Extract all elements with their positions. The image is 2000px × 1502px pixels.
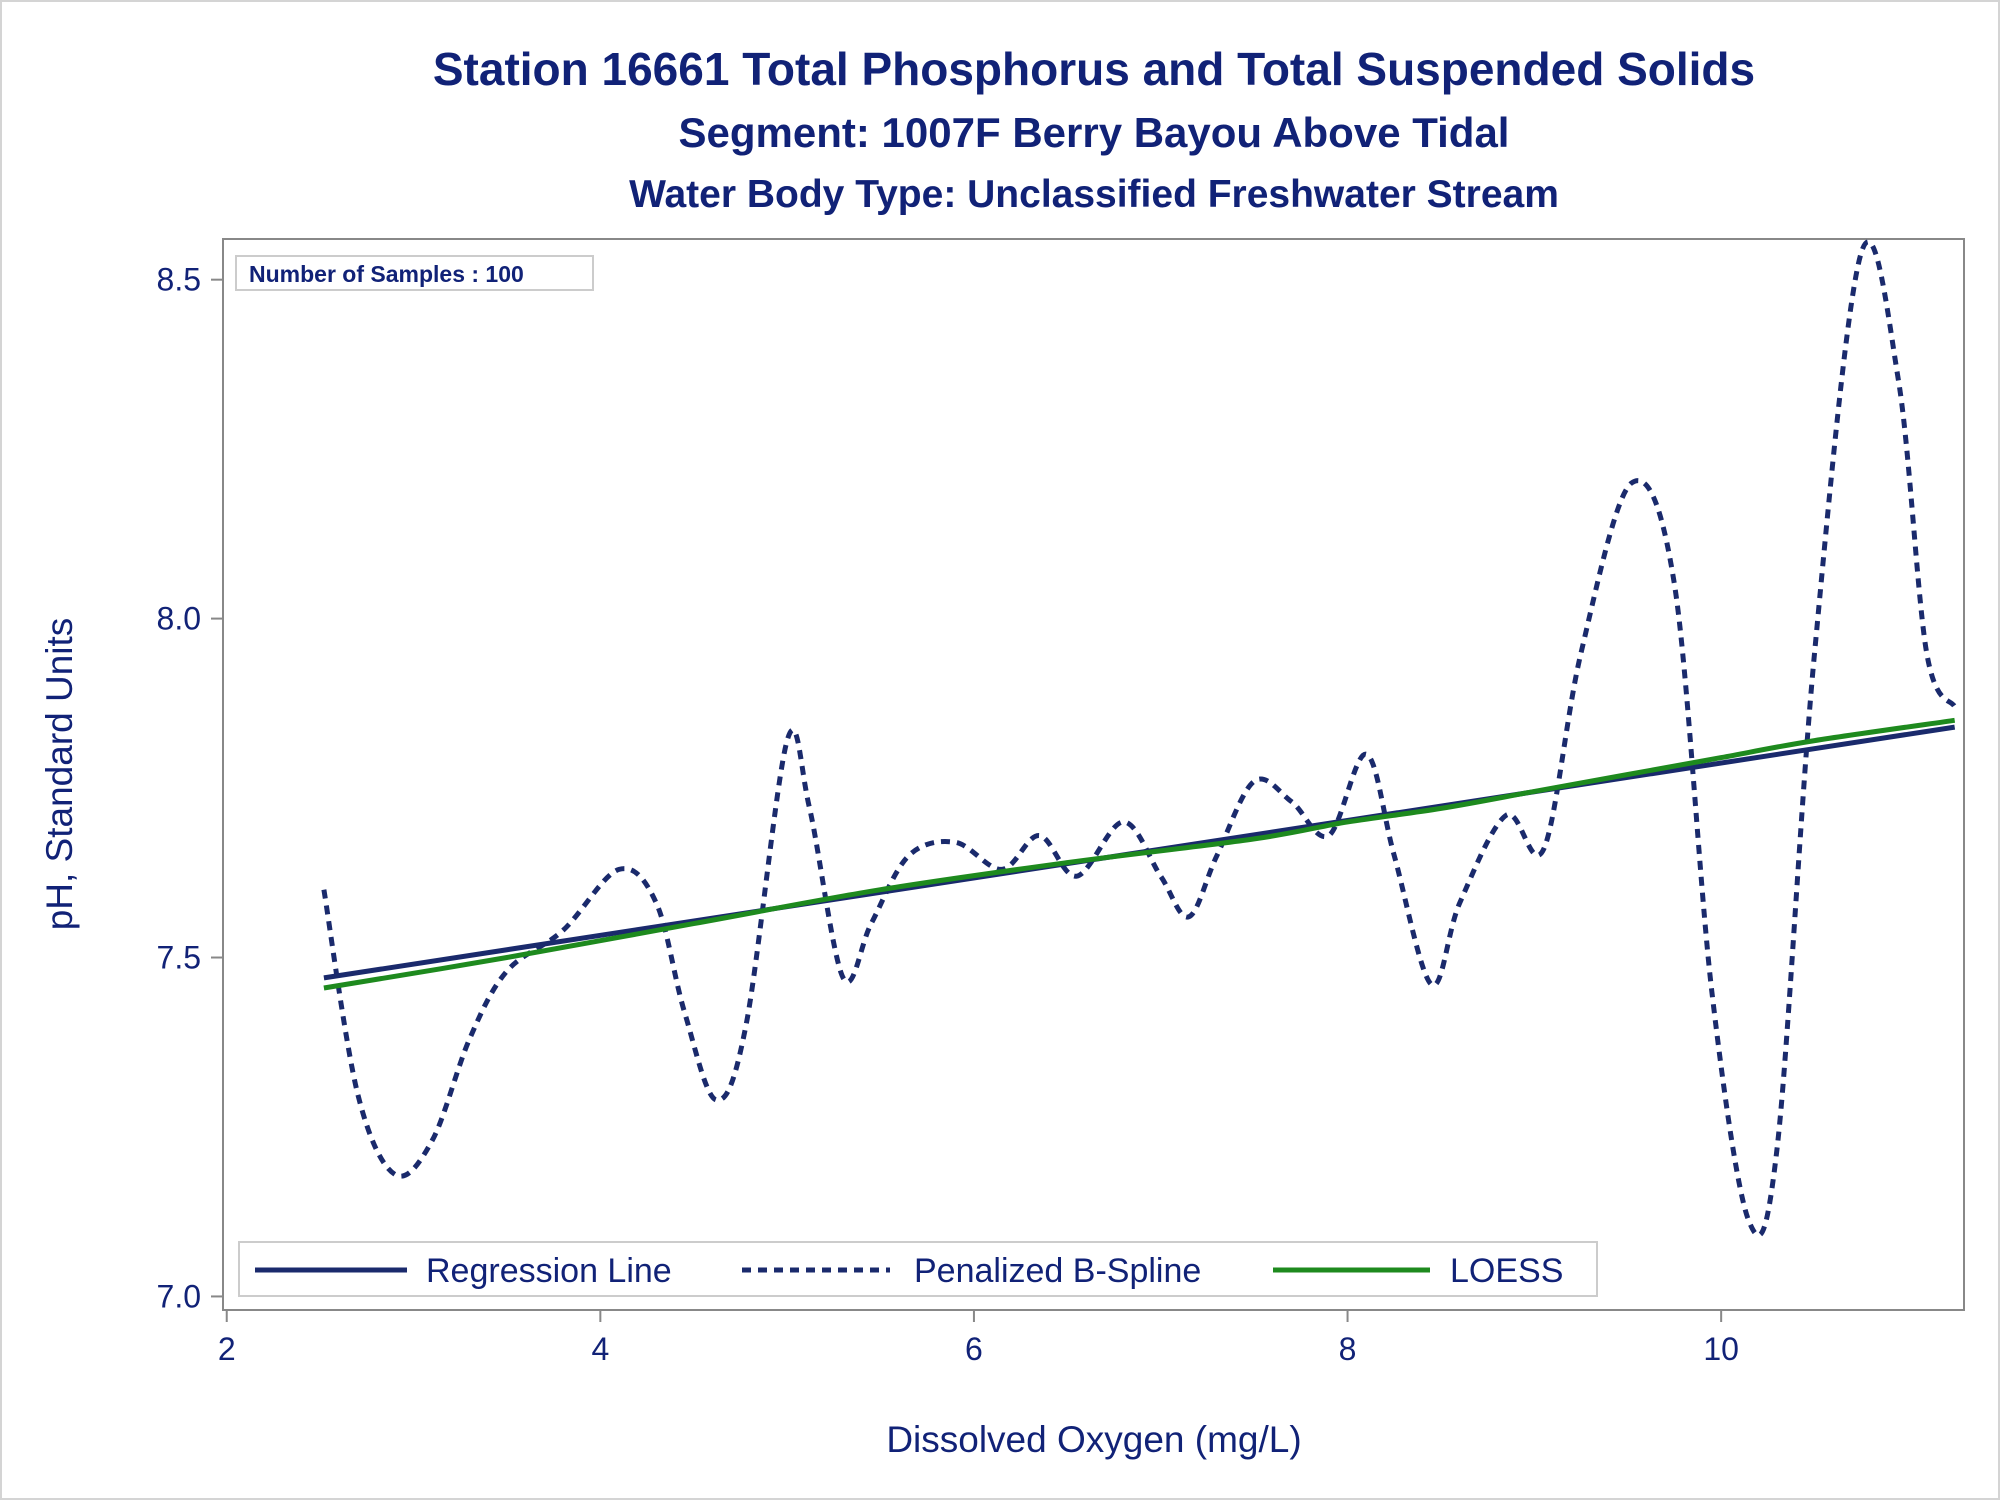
y-tick-label: 8.5 <box>157 262 201 298</box>
x-tick-label: 10 <box>1703 1331 1739 1367</box>
x-axis: 2 4 6 8 10 <box>218 1310 1739 1367</box>
chart-title: Station 16661 Total Phosphorus and Total… <box>433 43 1755 95</box>
loess-line <box>323 717 1956 991</box>
y-axis-label: pH, Standard Units <box>39 618 80 931</box>
y-tick-label: 8.0 <box>157 601 201 637</box>
legend-items: Regression Line Penalized B-Spline LOESS <box>255 1252 1563 1290</box>
sample-count-box <box>235 255 594 291</box>
legend-label: LOESS <box>1450 1252 1563 1290</box>
x-tick-label: 6 <box>965 1331 983 1367</box>
x-axis-label: Dissolved Oxygen (mg/L) <box>886 1419 1301 1460</box>
x-tick-label: 8 <box>1339 1331 1357 1367</box>
legend-label: Penalized B-Spline <box>914 1252 1201 1290</box>
chart-subtitle-waterbody: Water Body Type: Unclassified Freshwater… <box>629 173 1559 216</box>
x-tick-label: 4 <box>591 1331 609 1367</box>
sample-count-inset: Number of Samples : 100 <box>235 255 594 291</box>
plot-area <box>222 238 1965 1311</box>
legend: Regression Line Penalized B-Spline LOESS <box>238 1241 1598 1297</box>
sample-count-label: Number of Samples : 100 <box>249 261 524 287</box>
chart-subtitle-segment: Segment: 1007F Berry Bayou Above Tidal <box>679 109 1510 156</box>
legend-label: Regression Line <box>426 1252 672 1290</box>
y-axis: 7.0 7.5 8.0 8.5 <box>157 262 223 1314</box>
series-layer <box>321 239 1957 1238</box>
x-tick-label: 2 <box>218 1331 236 1367</box>
y-tick-label: 7.0 <box>157 1278 201 1314</box>
y-tick-label: 7.5 <box>157 940 201 976</box>
